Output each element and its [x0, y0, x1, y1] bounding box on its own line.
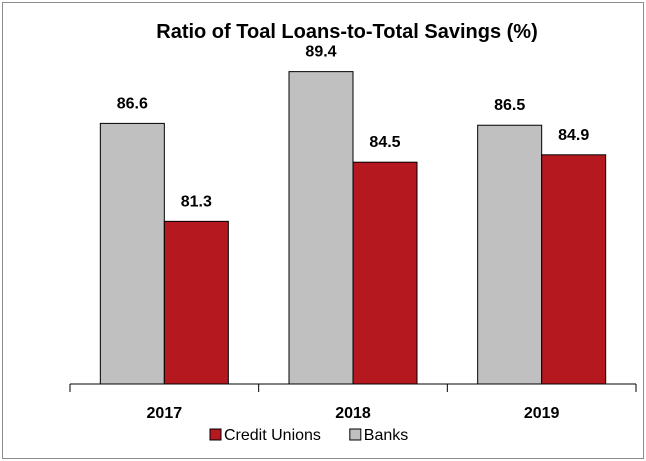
bar-banks-2019 — [477, 124, 543, 385]
x-axis-ticks-group: 2017 2018 2019 — [69, 384, 637, 422]
bar-credit-unions-2017 — [163, 220, 229, 385]
value-label-banks-2018: 89.4 — [305, 44, 336, 61]
value-label-banks-2019: 86.5 — [494, 97, 525, 114]
legend-label-banks: Banks — [364, 427, 408, 444]
value-labels-group: 86.6 81.3 89.4 84.5 86.5 84.9 — [117, 44, 590, 211]
legend-swatch-banks — [349, 428, 362, 441]
bar-credit-unions-2019 — [541, 154, 607, 385]
x-tick-label-2017: 2017 — [147, 405, 183, 422]
value-label-credit-unions-2019: 84.9 — [558, 127, 589, 144]
x-tick-label-2019: 2019 — [524, 405, 560, 422]
value-label-credit-unions-2018: 84.5 — [369, 134, 400, 151]
value-label-banks-2017: 86.6 — [117, 95, 148, 112]
legend-label-credit-unions: Credit Unions — [224, 427, 321, 444]
bars-group — [99, 71, 607, 385]
chart-title: Ratio of Toal Loans-to-Total Savings (%) — [156, 21, 537, 43]
bar-banks-2017 — [99, 122, 165, 385]
bar-banks-2018 — [288, 71, 354, 385]
legend-swatch-credit-unions — [209, 428, 222, 441]
legend: Credit Unions Banks — [209, 427, 408, 444]
bar-credit-unions-2018 — [352, 161, 418, 385]
value-label-credit-unions-2017: 81.3 — [181, 193, 212, 210]
x-tick-label-2018: 2018 — [335, 405, 371, 422]
